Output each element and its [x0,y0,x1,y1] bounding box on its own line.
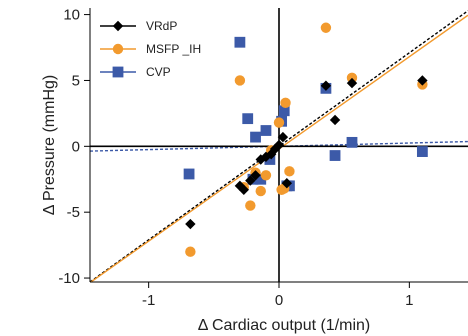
point-square [260,125,272,136]
point-diamond [245,175,256,186]
x-tick-label: 1 [405,292,413,309]
point-diamond [185,218,196,230]
point-circle [245,200,256,211]
legend-label: MSFP _IH [146,42,201,56]
point-square [183,168,195,180]
point-circle [280,97,291,109]
x-axis-title: Δ Cardiac output (1/min) [198,317,371,334]
y-axis-title: Δ Pressure (mmHg) [41,75,58,215]
point-circle [346,72,358,84]
y-tick-label: -10 [58,270,80,287]
point-diamond [346,77,358,89]
fit-line-2 [90,140,468,152]
x-tick-label: 0 [275,292,283,309]
point-square [284,180,295,192]
point-diamond [277,131,289,143]
y-tick-label: -5 [67,204,80,221]
point-square [250,131,261,143]
legend-label: CVP [146,65,171,79]
point-circle [260,170,272,181]
point-diamond [255,154,266,165]
y-tick-label: 10 [63,7,80,24]
point-circle [185,246,196,257]
legend: VRdP MSFP _IH CVP [100,19,201,79]
point-circle [255,185,266,197]
point-square [329,150,341,161]
legend-marker [112,20,124,32]
point-diamond [273,139,285,151]
point-circle [273,117,285,128]
point-square [346,136,358,148]
point-square [234,36,246,48]
point-square [416,146,428,157]
legend-marker [112,66,124,78]
point-square [255,173,267,185]
point-circle [284,166,295,177]
legend-label: VRdP [146,19,177,33]
x-tick-label: -1 [142,292,155,309]
point-circle [320,22,332,33]
point-diamond [238,184,250,195]
y-tick-label: 5 [72,72,80,89]
point-square [264,154,276,165]
point-diamond [417,75,428,86]
point-square [242,113,254,125]
point-diamond [329,114,341,126]
legend-marker [112,43,124,55]
y-tick-label: 0 [72,138,80,155]
point-diamond [250,170,261,181]
point-diamond [281,178,293,189]
data-points [183,22,428,257]
point-diamond [320,80,332,91]
point-circle [234,75,246,86]
point-square [278,105,290,117]
